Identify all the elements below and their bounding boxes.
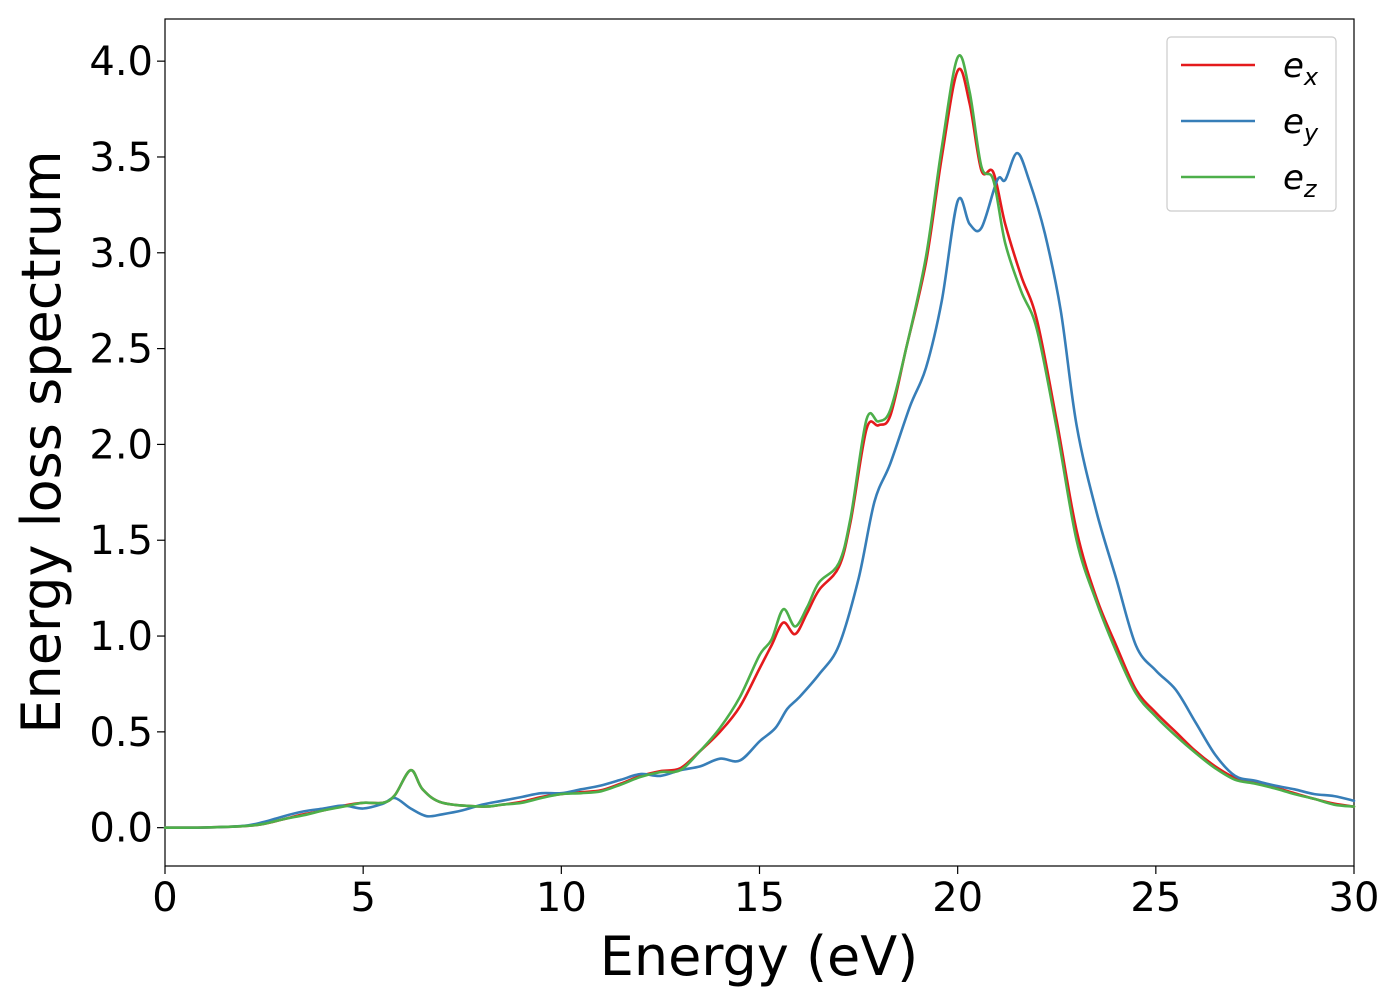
x-tick-label: 5	[350, 875, 375, 921]
y-tick-label: 0.5	[89, 710, 153, 756]
y-tick-label: 2.5	[89, 327, 153, 373]
series-lines	[163, 54, 1356, 829]
x-tick-label: 15	[734, 875, 785, 921]
y-tick-label: 0.0	[89, 806, 153, 852]
series-line-e-z	[163, 54, 1356, 829]
x-tick-label: 20	[932, 875, 983, 921]
x-tick-label: 10	[536, 875, 587, 921]
legend-box	[1166, 36, 1337, 212]
y-tick-label: 3.5	[89, 135, 153, 181]
x-tick-label: 30	[1329, 875, 1380, 921]
y-tick-label: 2.0	[89, 422, 153, 468]
y-tick-label: 4.0	[89, 39, 153, 85]
y-tick-label: 1.0	[89, 614, 153, 660]
legend-label-e-x: ex	[1283, 46, 1319, 91]
y-tick-label: 1.5	[89, 518, 153, 564]
x-tick-label: 0	[152, 875, 177, 921]
plot-area	[164, 18, 1355, 867]
x-axis-label: Energy (eV)	[600, 925, 919, 988]
axis-ticks: 0 5 10 15 20 25 30 0.0 0.5 1.0 1.5 2.0 2.5 3.0 3.5 4.0	[89, 39, 1379, 921]
x-tick-label: 25	[1130, 875, 1181, 921]
y-tick-label: 3.0	[89, 231, 153, 277]
series-line-e-y	[163, 151, 1356, 829]
y-axis-label: Energy loss spectrum	[10, 150, 73, 733]
